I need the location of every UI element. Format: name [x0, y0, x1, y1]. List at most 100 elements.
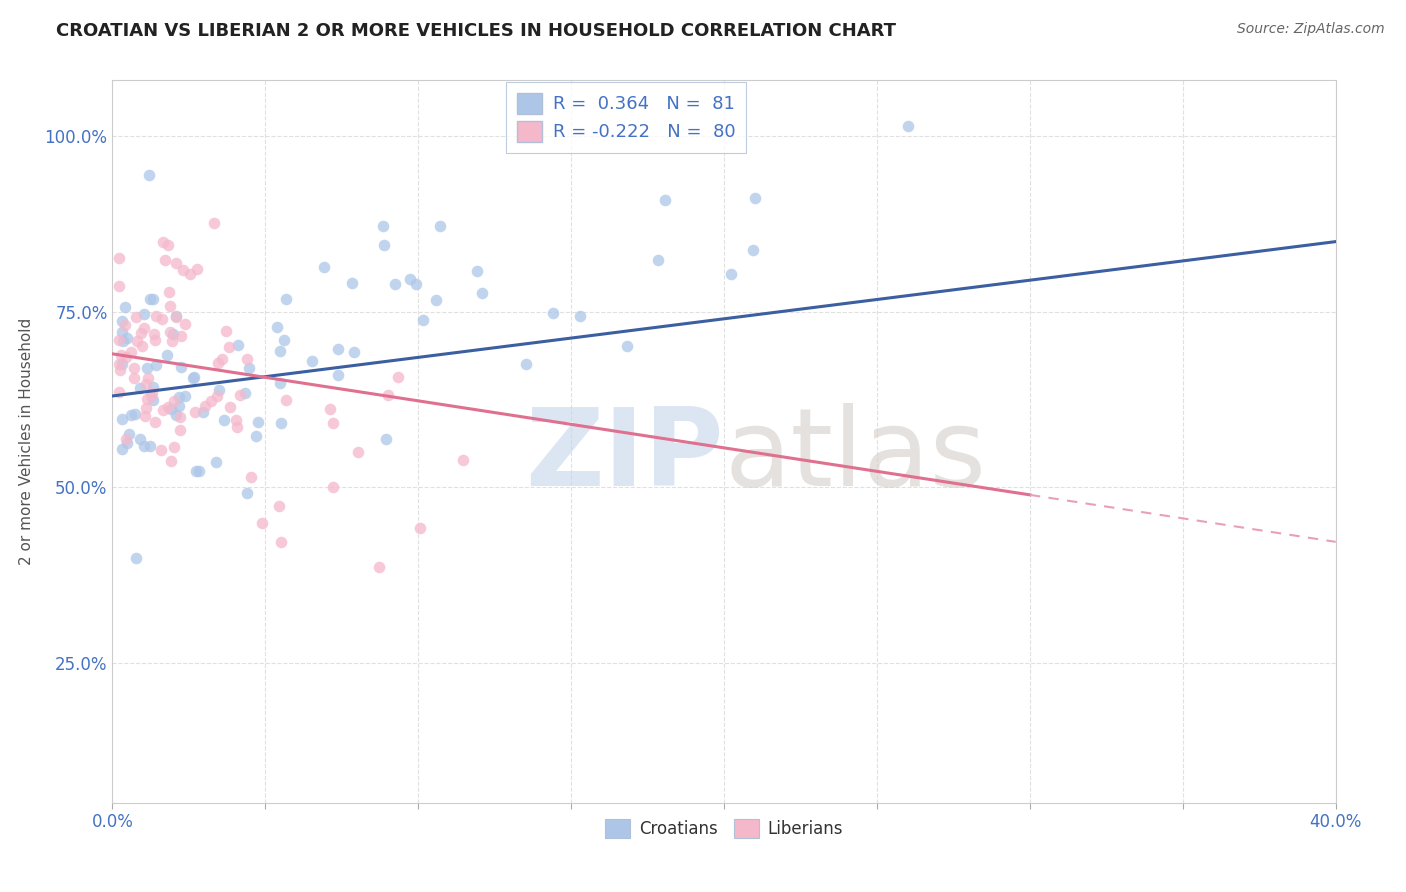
Point — [347, 445, 370, 459]
Point — [373, 238, 395, 252]
Point — [115, 330, 138, 344]
Point — [165, 408, 187, 422]
Text: ZIP: ZIP — [526, 403, 724, 509]
Point — [211, 352, 233, 367]
Point — [138, 438, 160, 452]
Point — [187, 464, 209, 478]
Point — [160, 334, 183, 348]
Point — [186, 261, 208, 276]
Point — [470, 285, 492, 300]
Point — [129, 381, 152, 395]
Point — [269, 344, 291, 359]
Point — [111, 442, 134, 457]
Point — [107, 333, 129, 347]
Point — [141, 379, 163, 393]
Point — [136, 392, 159, 406]
Point — [208, 383, 231, 397]
Point — [409, 521, 432, 535]
Point — [138, 168, 160, 182]
Point — [120, 344, 142, 359]
Point — [150, 312, 173, 326]
Point — [165, 309, 187, 323]
Point — [169, 329, 191, 343]
Point — [170, 359, 193, 374]
Point — [266, 319, 288, 334]
Point — [541, 306, 564, 320]
Point — [742, 243, 765, 257]
Point — [319, 401, 342, 416]
Point — [274, 393, 297, 408]
Point — [326, 368, 349, 383]
Point — [125, 551, 148, 566]
Point — [165, 310, 187, 325]
Point — [165, 256, 187, 270]
Point — [145, 309, 167, 323]
Point — [107, 279, 129, 293]
Point — [186, 464, 208, 478]
Point — [238, 361, 260, 376]
Point — [226, 338, 249, 352]
Point — [108, 363, 131, 377]
Point — [135, 401, 157, 416]
Point — [384, 277, 406, 292]
Point — [183, 369, 205, 384]
Point — [173, 389, 195, 403]
Point — [897, 119, 920, 133]
Point — [269, 499, 291, 513]
Point — [138, 371, 160, 385]
Point — [160, 454, 183, 468]
Point — [157, 285, 180, 300]
Point — [367, 560, 389, 574]
Point — [143, 326, 166, 341]
Point — [429, 219, 451, 234]
Point — [515, 357, 537, 371]
Point — [270, 416, 292, 430]
Point — [219, 401, 242, 415]
Point — [205, 455, 228, 469]
Legend: Croatians, Liberians: Croatians, Liberians — [599, 813, 849, 845]
Point — [129, 432, 152, 446]
Point — [647, 252, 669, 267]
Point — [373, 219, 395, 233]
Point — [156, 348, 179, 362]
Point — [184, 405, 207, 419]
Point — [202, 216, 225, 230]
Point — [340, 276, 363, 290]
Point — [328, 342, 350, 356]
Point — [141, 385, 163, 400]
Point — [132, 321, 155, 335]
Point — [169, 410, 191, 425]
Point — [269, 376, 291, 391]
Point — [156, 401, 179, 415]
Point — [720, 267, 742, 281]
Point — [111, 314, 134, 328]
Point — [134, 409, 156, 423]
Point — [451, 452, 474, 467]
Point — [125, 310, 148, 324]
Point — [236, 351, 259, 366]
Point — [131, 339, 153, 353]
Point — [215, 324, 238, 338]
Point — [167, 390, 190, 404]
Point — [179, 267, 201, 281]
Point — [240, 470, 263, 484]
Point — [114, 350, 136, 364]
Point — [174, 318, 197, 332]
Point — [124, 407, 146, 421]
Point — [156, 238, 179, 252]
Point — [143, 415, 166, 429]
Point — [129, 326, 152, 341]
Text: CROATIAN VS LIBERIAN 2 OR MORE VEHICLES IN HOUSEHOLD CORRELATION CHART: CROATIAN VS LIBERIAN 2 OR MORE VEHICLES … — [56, 22, 896, 40]
Point — [616, 338, 638, 352]
Point — [112, 334, 135, 348]
Point — [145, 358, 167, 372]
Point — [124, 361, 146, 376]
Y-axis label: 2 or more Vehicles in Household: 2 or more Vehicles in Household — [18, 318, 34, 566]
Point — [162, 440, 184, 454]
Point — [229, 387, 252, 401]
Point — [225, 420, 247, 434]
Point — [143, 334, 166, 348]
Point — [273, 334, 295, 348]
Point — [135, 361, 157, 376]
Point — [250, 516, 273, 530]
